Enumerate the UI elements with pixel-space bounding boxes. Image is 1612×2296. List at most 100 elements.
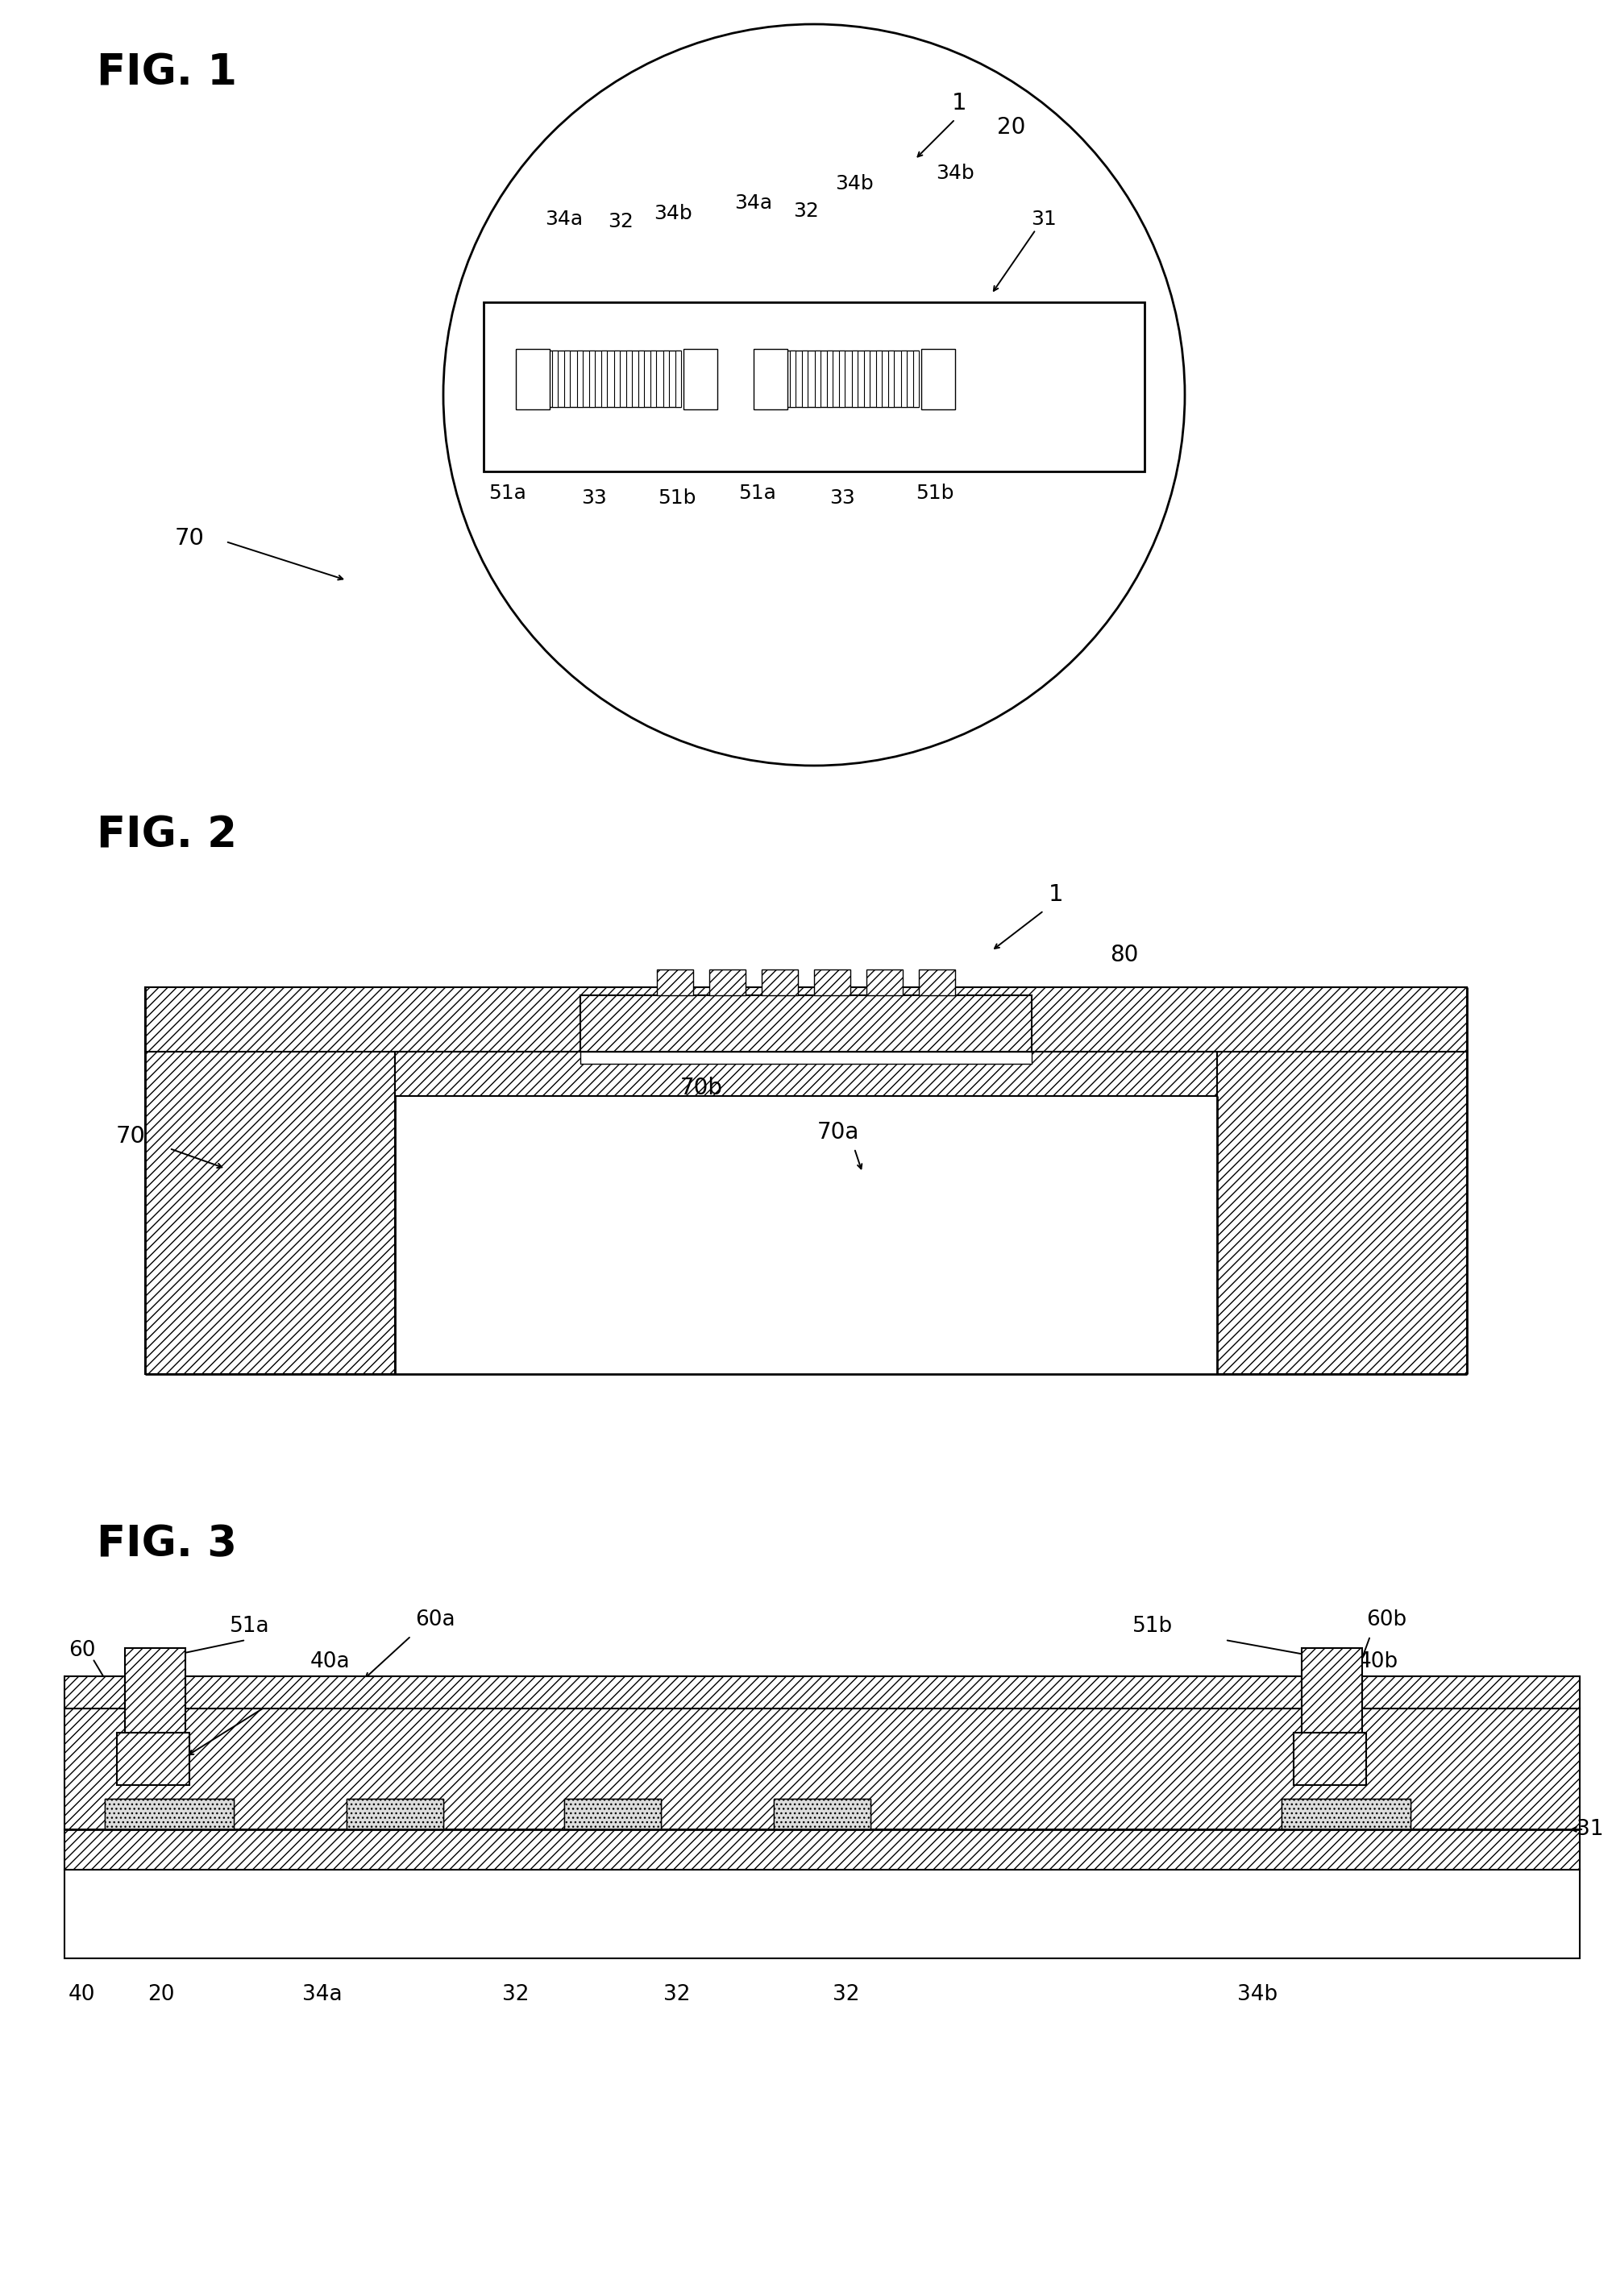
Bar <box>888 351 895 406</box>
Bar <box>1217 987 1467 1373</box>
Bar <box>864 351 869 406</box>
Text: 1: 1 <box>1048 884 1064 907</box>
Text: FIG. 3: FIG. 3 <box>97 1522 237 1566</box>
Text: 60: 60 <box>68 1639 95 1660</box>
Bar <box>683 349 717 409</box>
Text: 32: 32 <box>608 211 634 232</box>
Bar <box>395 1095 1217 1373</box>
Bar <box>185 1676 1302 1708</box>
Text: 33: 33 <box>582 489 606 507</box>
Bar <box>580 994 1032 1052</box>
Text: 32: 32 <box>833 1984 859 2004</box>
Bar <box>814 351 821 406</box>
Bar <box>145 987 1467 1052</box>
Bar <box>827 351 832 406</box>
Bar <box>814 969 851 994</box>
Bar <box>105 1798 234 1830</box>
Bar <box>347 1798 443 1830</box>
Bar <box>564 1798 661 1830</box>
Circle shape <box>443 25 1185 765</box>
Text: 60a: 60a <box>416 1609 455 1630</box>
Text: 51b: 51b <box>916 484 954 503</box>
Text: 51b: 51b <box>658 489 696 507</box>
Bar <box>564 1798 661 1830</box>
Bar <box>901 351 906 406</box>
Bar <box>922 349 954 409</box>
Text: 40: 40 <box>68 1984 95 2004</box>
Bar <box>116 1733 190 1784</box>
Text: 33: 33 <box>830 489 854 507</box>
Bar <box>774 1798 870 1830</box>
Bar <box>580 1052 1032 1063</box>
Bar <box>484 303 1145 471</box>
Text: FIG. 1: FIG. 1 <box>97 53 237 94</box>
Text: 51b: 51b <box>1132 1616 1174 1637</box>
Bar <box>651 351 656 406</box>
Text: 32: 32 <box>793 202 819 220</box>
Text: 60b: 60b <box>1365 1609 1407 1630</box>
Bar <box>1282 1798 1410 1830</box>
Bar <box>625 351 632 406</box>
Bar <box>577 351 582 406</box>
Bar <box>877 351 882 406</box>
Bar <box>638 351 645 406</box>
Bar <box>754 349 787 409</box>
Bar <box>663 351 669 406</box>
Bar <box>614 351 619 406</box>
Bar <box>803 351 808 406</box>
Text: 31: 31 <box>1577 1818 1604 1839</box>
Text: 34b: 34b <box>1236 1984 1278 2004</box>
Bar <box>601 351 608 406</box>
Bar <box>762 969 798 994</box>
Text: 34a: 34a <box>303 1984 342 2004</box>
Text: 70: 70 <box>174 528 205 549</box>
Text: 51a: 51a <box>231 1616 269 1637</box>
Bar <box>867 969 903 994</box>
Bar <box>658 969 693 994</box>
Bar <box>840 351 845 406</box>
Bar <box>395 1052 1217 1095</box>
Bar <box>588 351 595 406</box>
Text: 40b: 40b <box>1357 1651 1399 1671</box>
Text: 40a: 40a <box>311 1651 350 1671</box>
Bar <box>347 1798 443 1830</box>
Bar <box>551 351 558 406</box>
Bar <box>64 1708 1580 1830</box>
Text: 32: 32 <box>664 1984 690 2004</box>
Bar <box>564 351 571 406</box>
Bar <box>675 351 680 406</box>
Text: 80: 80 <box>1111 944 1138 967</box>
Text: 34b: 34b <box>937 163 974 184</box>
Text: 32: 32 <box>503 1984 529 2004</box>
Text: 51a: 51a <box>738 484 777 503</box>
Text: 31: 31 <box>1032 209 1056 230</box>
Bar <box>64 1676 126 1708</box>
Bar <box>516 349 550 409</box>
Bar <box>1293 1733 1367 1784</box>
Bar <box>790 351 796 406</box>
Text: 70a: 70a <box>817 1120 859 1143</box>
Text: 70: 70 <box>116 1125 145 1148</box>
Bar <box>774 1798 870 1830</box>
Bar <box>919 969 954 994</box>
Bar <box>1282 1798 1410 1830</box>
Bar <box>64 1830 1580 1869</box>
Text: 20: 20 <box>148 1984 174 2004</box>
Text: 1: 1 <box>951 92 967 115</box>
Bar <box>1362 1676 1580 1708</box>
Bar <box>126 1649 185 1768</box>
Text: FIG. 2: FIG. 2 <box>97 815 237 856</box>
Text: 20: 20 <box>998 117 1025 138</box>
Bar <box>851 351 858 406</box>
Text: 51a: 51a <box>488 484 527 503</box>
Text: 34a: 34a <box>735 193 772 214</box>
Text: 70b: 70b <box>680 1077 722 1100</box>
Bar <box>912 351 919 406</box>
Bar <box>1302 1649 1362 1768</box>
Bar <box>64 1869 1580 1958</box>
Text: 34a: 34a <box>545 209 584 230</box>
Bar <box>709 969 745 994</box>
Text: 34b: 34b <box>835 174 874 193</box>
Bar <box>105 1798 234 1830</box>
Text: 34b: 34b <box>654 204 692 223</box>
